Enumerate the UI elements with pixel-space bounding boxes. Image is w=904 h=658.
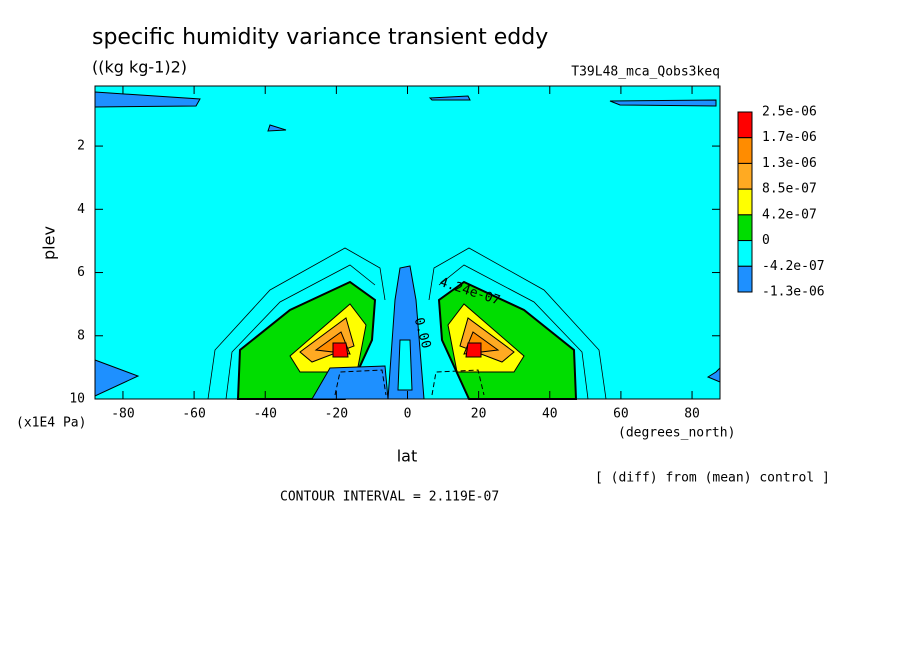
colorbar-box: [737, 111, 753, 139]
y-label: plev: [40, 226, 59, 260]
y-tick-label: 6: [77, 265, 85, 280]
x-tick-label: -60: [182, 407, 205, 422]
x-label: lat: [397, 447, 418, 466]
y-tick-label: 10: [69, 392, 85, 407]
y-unit: (x1E4 Pa): [16, 416, 86, 431]
x-tick-label: 20: [471, 407, 487, 422]
contour-line: [431, 369, 485, 396]
colorbar-label: 4.2e-07: [762, 207, 817, 222]
y-tick-label: 2: [77, 139, 85, 154]
contour-line: [428, 247, 607, 400]
x-tick-label: -80: [111, 407, 134, 422]
colorbar-box: [737, 214, 753, 242]
note: [ (diff) from (mean) control ]: [595, 471, 830, 486]
plot-area: 4.24e-070.00: [94, 85, 721, 400]
contour-interval: CONTOUR INTERVAL = 2.119E-07: [280, 490, 499, 505]
subtitle: ((kg kg-1)2): [92, 58, 187, 77]
y-tick-label: 4: [77, 202, 85, 217]
colorbar-label: 2.5e-06: [762, 105, 817, 120]
contour-fill: [609, 99, 717, 107]
contour-fill: [465, 342, 482, 358]
colorbar-label: -4.2e-07: [762, 259, 825, 274]
x-tick-label: 0: [404, 407, 412, 422]
contour-fill: [267, 124, 287, 132]
colorbar-label: 0: [762, 233, 770, 248]
colorbar-label: -1.3e-06: [762, 285, 825, 300]
colorbar-label: 8.5e-07: [762, 182, 817, 197]
x-tick-label: -40: [253, 407, 276, 422]
contour-line: [438, 264, 589, 400]
colorbar-label: 1.7e-06: [762, 130, 817, 145]
run-label: T39L48_mca_Qobs3keq: [571, 65, 720, 80]
contour-line: [334, 369, 387, 396]
x-tick-label: 40: [542, 407, 558, 422]
chart-title: specific humidity variance transient edd…: [92, 25, 548, 50]
y-tick-label: 8: [77, 328, 85, 343]
colorbar-box: [737, 265, 753, 293]
contour-fill: [428, 95, 471, 101]
colorbar-box: [737, 240, 753, 267]
contour-fill: [332, 342, 349, 358]
colorbar-box: [737, 188, 753, 216]
colorbar-label: 1.3e-06: [762, 156, 817, 171]
colorbar-box: [737, 162, 753, 190]
colorbar-box: [737, 137, 753, 164]
x-tick-label: 80: [684, 407, 700, 422]
contour-line: [207, 247, 386, 400]
x-tick-label: -20: [325, 407, 348, 422]
contour-fill: [397, 339, 413, 391]
x-tick-label: 60: [613, 407, 629, 422]
x-unit: (degrees_north): [618, 426, 735, 441]
contour-line: [225, 264, 376, 400]
